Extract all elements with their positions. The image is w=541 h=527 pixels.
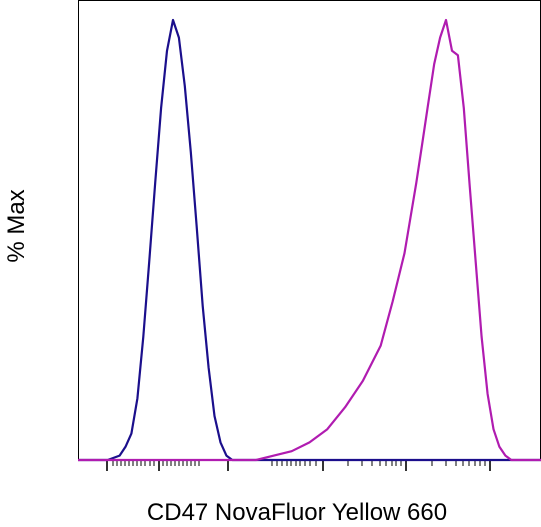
- y-axis-label: % Max: [3, 189, 30, 262]
- x-axis-label: CD47 NovaFluor Yellow 660: [147, 499, 447, 526]
- series-layer: [78, 18, 541, 462]
- histogram-series-2: [78, 18, 541, 462]
- histogram-series-1: [78, 18, 541, 462]
- plot-frame: [78, 0, 541, 461]
- x-axis-ticks: [106, 461, 491, 471]
